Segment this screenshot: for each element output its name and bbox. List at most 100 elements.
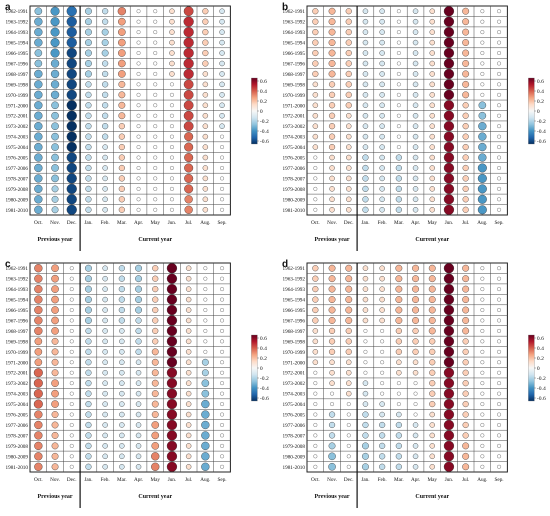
colorbar-tick-label: 0.4 (260, 346, 267, 352)
row-label: 1968-1997 (283, 329, 306, 335)
data-point (135, 432, 142, 439)
data-point (477, 184, 487, 194)
data-point (462, 91, 470, 99)
data-point (102, 464, 108, 470)
data-point (462, 400, 469, 408)
data-point (102, 175, 108, 182)
group-label-previous-year: Previous year (315, 494, 350, 500)
data-point (183, 100, 194, 111)
data-point (362, 133, 369, 140)
data-point (396, 19, 401, 24)
data-point (85, 49, 92, 57)
data-point (118, 317, 125, 324)
colorbar-tick-label: -0.4 (537, 386, 546, 392)
data-point (345, 327, 352, 335)
data-point (443, 121, 455, 132)
data-point (480, 433, 485, 438)
data-point (85, 369, 92, 376)
data-point (183, 89, 194, 100)
data-point (219, 102, 225, 108)
row-label: 1967-1996 (283, 61, 306, 67)
data-point (362, 39, 369, 46)
data-point (478, 142, 487, 152)
data-point (34, 410, 43, 419)
data-point (85, 18, 92, 26)
row-label: 1964-1993 (283, 30, 306, 36)
data-point (379, 39, 385, 46)
row-label: 1980-2009 (283, 197, 306, 203)
data-point (66, 131, 77, 142)
data-point (412, 443, 419, 449)
data-point (136, 92, 141, 97)
row-label: 1969-1998 (283, 82, 306, 88)
data-point (102, 275, 108, 282)
colorbar-tick-label: -0.2 (537, 119, 546, 125)
data-point (362, 175, 369, 182)
data-point (429, 81, 435, 88)
data-point (135, 401, 142, 407)
data-point (102, 443, 108, 449)
data-point (428, 327, 436, 335)
data-point (220, 266, 225, 271)
column-label: Feb. (378, 477, 387, 483)
data-point (328, 317, 336, 324)
data-point (166, 284, 178, 295)
data-point (166, 263, 178, 274)
data-point (118, 49, 126, 57)
data-point (379, 123, 385, 129)
data-point (166, 294, 178, 305)
row-label: 1974-2003 (6, 135, 29, 141)
data-point (462, 421, 469, 429)
data-point (462, 275, 470, 283)
colorbar (251, 334, 258, 402)
data-point (328, 296, 336, 304)
data-point (153, 9, 158, 14)
data-point (395, 185, 402, 192)
row-label: 1981-2010 (6, 208, 29, 214)
data-point (69, 454, 74, 459)
data-point (312, 286, 319, 293)
data-point (497, 103, 502, 108)
data-point (346, 359, 352, 365)
data-point (66, 58, 77, 69)
data-point (396, 134, 401, 139)
row-label: 1964-1993 (283, 287, 306, 293)
data-point (203, 318, 208, 323)
data-point (220, 176, 225, 181)
data-point (497, 186, 502, 191)
data-point (362, 81, 369, 88)
data-point (312, 133, 319, 140)
data-point (135, 464, 142, 470)
data-point (185, 443, 192, 449)
data-point (412, 102, 419, 108)
column-label: Nov. (327, 477, 337, 483)
data-point (362, 71, 369, 77)
data-point (462, 463, 470, 471)
data-point (166, 430, 178, 441)
data-point (85, 196, 92, 203)
row-label: 1973-2002 (283, 124, 306, 130)
data-point (429, 443, 435, 449)
row-label: 1978-2007 (283, 433, 306, 439)
data-point (480, 443, 485, 448)
data-point (102, 307, 108, 313)
data-point (136, 176, 141, 181)
data-point (379, 296, 385, 303)
data-point (395, 175, 402, 182)
data-point (412, 432, 419, 439)
data-point (153, 19, 158, 24)
data-point (185, 411, 192, 418)
data-point (379, 165, 385, 171)
data-point (203, 349, 208, 354)
data-point (379, 113, 385, 119)
data-point (51, 285, 59, 293)
data-point (169, 60, 175, 67)
data-point (395, 453, 402, 460)
data-point (362, 296, 369, 303)
row-label: 1980-2009 (6, 454, 29, 460)
data-point (312, 123, 319, 129)
data-point (497, 145, 502, 150)
data-point (69, 266, 74, 271)
data-point (203, 339, 208, 344)
